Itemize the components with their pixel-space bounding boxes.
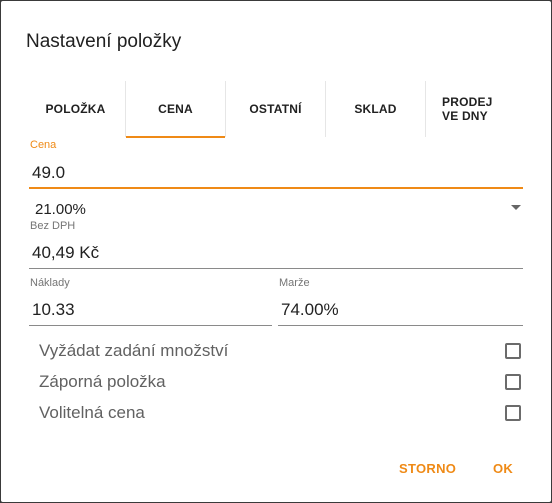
price-field: Cena [29,139,523,189]
optional-price-label: Volitelná cena [39,403,145,422]
price-without-vat-input[interactable] [29,241,523,269]
tab-sklad[interactable]: SKLAD [326,81,426,137]
chevron-down-icon [511,205,521,210]
negative-item-checkbox[interactable] [505,374,521,390]
ok-button[interactable]: OK [493,461,514,476]
cost-input[interactable] [29,298,272,326]
tab-cena[interactable]: CENA [126,81,226,138]
negative-item-label: Záporná položka [39,372,166,391]
tab-ostatni[interactable]: OSTATNÍ [226,81,326,137]
price-without-vat-label: Bez DPH [30,220,76,232]
optional-price-row[interactable]: Volitelná cena [39,400,523,426]
margin-field: Marže [278,277,523,326]
cancel-button[interactable]: STORNO [399,461,457,476]
price-input[interactable] [29,161,523,189]
require-quantity-label: Vyžádat zadání množství [39,341,229,360]
vat-rate-select[interactable]: 21.00% [26,196,523,222]
tab-polozka[interactable]: POLOŽKA [26,81,126,137]
require-quantity-row[interactable]: Vyžádat zadání množství [39,338,523,364]
tab-prodej-ve-dny[interactable]: PRODEJ VE DNY [442,95,493,123]
price-without-vat-field: Bez DPH [29,220,523,269]
margin-input[interactable] [278,298,523,326]
price-label: Cena [30,139,57,151]
cost-field: Náklady [29,277,272,326]
cost-label: Náklady [30,277,70,289]
negative-item-row[interactable]: Záporná položka [39,369,523,395]
optional-price-checkbox[interactable] [505,405,521,421]
tab-bar: POLOŽKA CENA OSTATNÍ SKLAD PRODEJ VE DNY [26,81,523,138]
require-quantity-checkbox[interactable] [505,343,521,359]
margin-label: Marže [279,277,310,289]
dialog-title: Nastavení položky [26,31,182,52]
vat-rate-value: 21.00% [35,201,86,218]
